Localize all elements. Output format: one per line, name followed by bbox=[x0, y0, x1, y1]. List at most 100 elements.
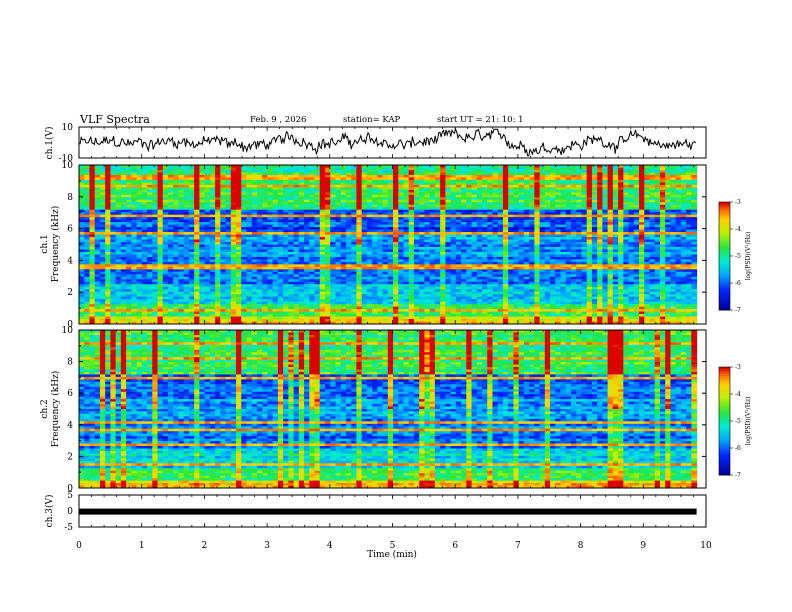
spectrogram-cell bbox=[105, 179, 111, 183]
spectrogram-cell bbox=[424, 259, 431, 263]
spectrogram-cell bbox=[450, 261, 457, 265]
spectrogram-cell bbox=[440, 167, 446, 171]
spectrogram-cell bbox=[126, 246, 132, 250]
spectrogram-cell bbox=[157, 204, 164, 208]
spectrogram-cell bbox=[115, 197, 122, 201]
spectrogram-cell bbox=[639, 167, 645, 171]
spectrogram-cell bbox=[110, 167, 117, 171]
spectrogram-cell bbox=[387, 194, 394, 198]
spectrogram-cell bbox=[194, 182, 200, 186]
spectrogram-cell bbox=[330, 192, 336, 196]
spectrogram-cell bbox=[361, 232, 368, 236]
spectrogram-cell bbox=[539, 187, 546, 191]
spectrogram-cell bbox=[372, 219, 378, 223]
spectrogram-cell bbox=[440, 204, 446, 208]
spectrogram-cell bbox=[152, 165, 158, 168]
spectrogram-cell bbox=[162, 192, 169, 196]
spectrogram-cell bbox=[199, 197, 206, 201]
spectrogram-cell bbox=[628, 209, 635, 213]
spectrogram-cell bbox=[136, 256, 143, 260]
spectrogram-cell bbox=[576, 232, 582, 236]
spectrogram-cell bbox=[586, 222, 593, 226]
spectrogram-cell bbox=[424, 207, 431, 211]
spectrogram-cell bbox=[351, 192, 357, 196]
spectrogram-cell bbox=[319, 266, 326, 270]
spectrogram-cell bbox=[251, 207, 258, 211]
spectrogram-cell bbox=[508, 224, 514, 228]
spectrogram-cell bbox=[79, 194, 85, 198]
spectrogram-cell bbox=[461, 259, 467, 263]
spectrogram-cell bbox=[492, 229, 499, 233]
spectrogram-cell bbox=[529, 217, 535, 221]
spectrogram-cell bbox=[372, 184, 378, 188]
spectrogram-cell bbox=[492, 199, 499, 203]
spectrogram-cell bbox=[136, 222, 143, 226]
spectrogram-cell bbox=[387, 234, 394, 238]
spectrogram-cell bbox=[550, 222, 556, 226]
spectrogram-cell bbox=[602, 184, 609, 188]
spectrogram-cell bbox=[419, 194, 425, 198]
spectrogram-cell bbox=[576, 254, 582, 258]
spectrogram-cell bbox=[518, 212, 525, 216]
spectrogram-cell bbox=[120, 197, 127, 201]
spectrogram-cell bbox=[99, 172, 106, 176]
spectrogram-cell bbox=[665, 232, 671, 236]
spectrogram-cell bbox=[654, 204, 661, 208]
spectrogram-cell bbox=[398, 217, 404, 221]
spectrogram-cell bbox=[455, 232, 462, 236]
spectrogram-cell bbox=[670, 179, 677, 183]
spectrogram-cell bbox=[267, 246, 274, 250]
spectrogram-cell bbox=[565, 217, 572, 221]
spectrogram-cell bbox=[230, 179, 237, 183]
spectrogram-cell bbox=[659, 219, 666, 223]
spectrogram-cell bbox=[136, 242, 143, 245]
spectrogram-cell bbox=[466, 197, 473, 201]
spectrogram-cell bbox=[236, 214, 242, 218]
spectrogram-cell bbox=[670, 239, 677, 243]
spectrogram-cell bbox=[649, 202, 656, 206]
spectrogram-cell bbox=[204, 179, 211, 183]
spectrogram-cell bbox=[618, 169, 624, 173]
spectrogram-cell bbox=[272, 249, 279, 253]
spectrogram-cell bbox=[659, 229, 666, 233]
spectrogram-cell bbox=[529, 227, 535, 231]
spectrogram-cell bbox=[607, 192, 614, 196]
spectrogram-cell bbox=[644, 256, 650, 260]
spectrogram-cell bbox=[440, 246, 446, 250]
spectrogram-cell bbox=[251, 187, 258, 191]
spectrogram-cell bbox=[178, 192, 185, 196]
spectrogram-cell bbox=[560, 187, 567, 191]
spectrogram-cell bbox=[534, 194, 541, 198]
spectrogram-cell bbox=[591, 202, 598, 206]
spectrogram-cell bbox=[492, 172, 499, 176]
spectrogram-cell bbox=[649, 194, 656, 198]
spectrogram-cell bbox=[356, 212, 363, 216]
spectrogram-cell bbox=[220, 242, 227, 245]
spectrogram-cell bbox=[560, 232, 567, 236]
spectrogram-cell bbox=[157, 207, 164, 211]
spectrogram-cell bbox=[298, 172, 305, 176]
spectrogram-cell bbox=[597, 261, 603, 265]
spectrogram-cell bbox=[236, 202, 242, 206]
spectrogram-cell bbox=[215, 239, 221, 243]
spectrogram-cell bbox=[131, 204, 138, 208]
spectrogram-cell bbox=[686, 202, 692, 206]
spectrogram-cell bbox=[508, 194, 514, 198]
spectrogram-cell bbox=[330, 229, 336, 233]
spectrogram-cell bbox=[162, 197, 169, 201]
spectrogram-cell bbox=[555, 222, 562, 226]
spectrogram-cell bbox=[324, 234, 331, 238]
spectrogram-cell bbox=[382, 214, 389, 218]
spectrogram-cell bbox=[403, 222, 410, 226]
spectrogram-cell bbox=[591, 244, 598, 248]
spectrogram-cell bbox=[628, 249, 635, 253]
spectrogram-cell bbox=[110, 224, 117, 228]
spectrogram-cell bbox=[330, 227, 336, 231]
spectrogram-cell bbox=[612, 261, 619, 265]
spectrogram-cell bbox=[497, 209, 504, 213]
spectrogram-cell bbox=[382, 227, 389, 231]
spectrogram-cell bbox=[220, 204, 227, 208]
spectrogram-cell bbox=[194, 192, 200, 196]
spectrogram-cell bbox=[560, 244, 567, 248]
spectrogram-cell bbox=[256, 174, 263, 178]
